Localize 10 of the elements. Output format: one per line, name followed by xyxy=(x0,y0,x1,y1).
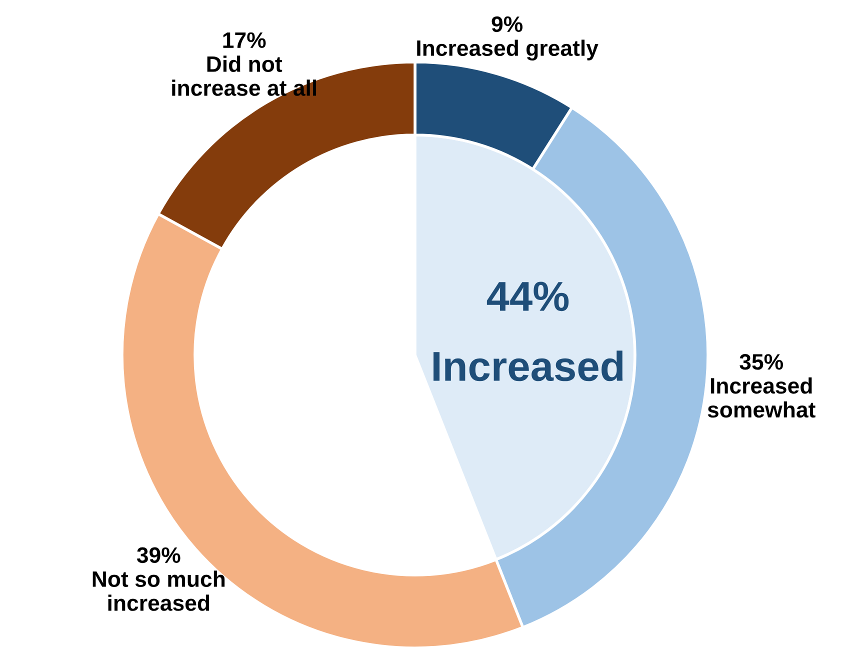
slice-label: Increased greatly xyxy=(417,40,598,60)
data-label: 9% xyxy=(492,16,523,32)
slice-label: Did not increase at all xyxy=(172,56,316,96)
data-label: 17% xyxy=(223,32,266,48)
data-label: 35% xyxy=(740,354,783,370)
slice-label: Increased somewhat xyxy=(708,377,816,418)
text: Increased xyxy=(434,350,623,382)
slice-label: Not so much increased xyxy=(92,570,225,611)
data-label: 39% xyxy=(136,547,180,564)
text: 44% xyxy=(486,282,569,312)
